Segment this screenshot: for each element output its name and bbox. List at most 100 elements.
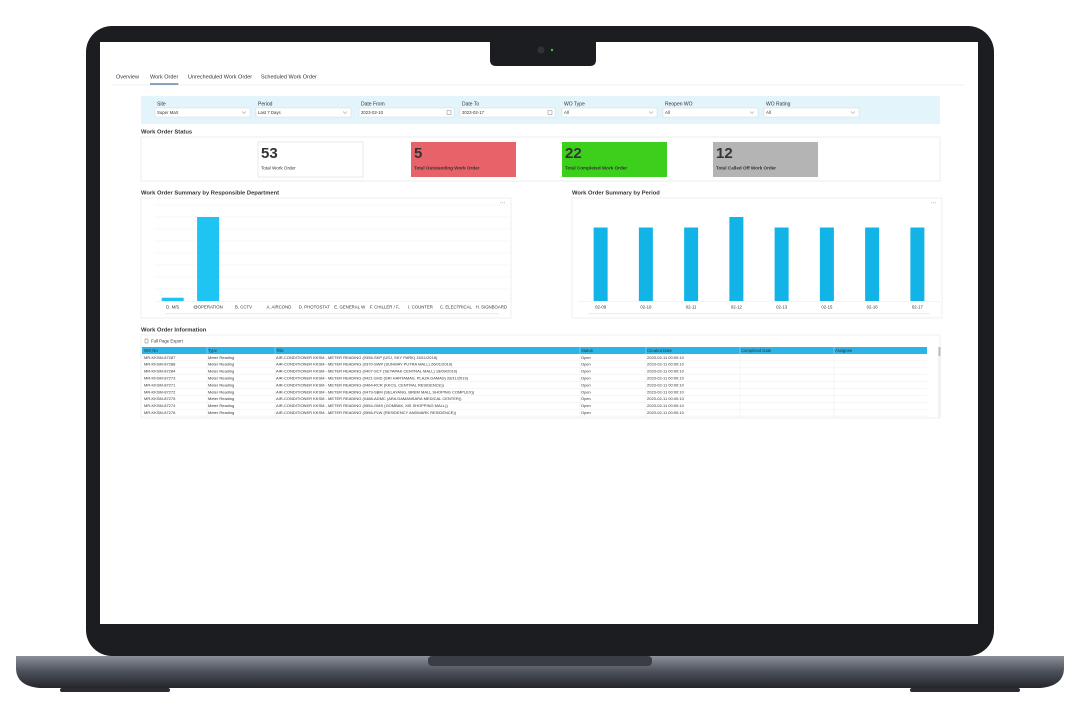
filter-value: All: [564, 110, 569, 115]
laptop-foot: [910, 688, 1020, 692]
table-cell: Meter Reading: [208, 382, 234, 387]
tab[interactable]: Work Order: [150, 74, 178, 80]
scrollbar-thumb[interactable]: [938, 347, 941, 356]
table-cell: Meter Reading: [208, 403, 234, 408]
x-tick-label: D. M/S: [166, 305, 179, 310]
table-cell: Open: [581, 403, 591, 408]
status-card[interactable]: [411, 142, 516, 177]
table-cell: Meter Reading: [208, 396, 234, 401]
x-tick-label: H. SIGNBOARD: [476, 305, 507, 310]
table-cell: 2023-02-11 00:00:10: [647, 376, 685, 381]
filter-select[interactable]: [763, 107, 860, 118]
section-title: Work Order Status: [141, 130, 192, 136]
laptop-foot: [60, 688, 170, 692]
table-cell: AIR-CONDITIONER KKSM - METER READING (04…: [276, 396, 462, 401]
chart-menu: ···: [931, 200, 936, 206]
bar[interactable]: [638, 227, 653, 302]
x-tick-label: 02-12: [731, 305, 743, 310]
section-title: Work Order Information: [141, 328, 207, 334]
bar[interactable]: [774, 227, 789, 302]
filter-select[interactable]: [459, 107, 556, 118]
status-card[interactable]: [713, 142, 818, 177]
camera-notch: [490, 42, 596, 66]
column-header: Assignee: [835, 348, 853, 353]
filter-label: Site: [157, 101, 166, 107]
x-tick-label: E. GENERAL W: [334, 305, 366, 310]
table-cell: MR-KKSM-87275: [144, 396, 176, 401]
table-cell: 2023-02-11 00:00:10: [647, 389, 685, 394]
table-cell: 2023-02-11 00:00:10: [647, 403, 685, 408]
filter-select[interactable]: [358, 107, 455, 118]
table-cell: MR-KKSM-87274: [144, 403, 176, 408]
x-tick-label: 02-13: [776, 305, 788, 310]
filter-value: All: [766, 110, 771, 115]
bar[interactable]: [161, 297, 184, 301]
table-cell: MR-KKSM-87287: [144, 355, 176, 360]
x-tick-label: D. PHOTOSTAT: [299, 305, 330, 310]
column-header: WO No: [144, 348, 158, 353]
tab[interactable]: Scheduled Work Order: [261, 74, 317, 80]
filter-label: Period: [258, 101, 273, 107]
dropdown-arrow: [241, 111, 247, 114]
export-button[interactable]: Full Page Export: [151, 339, 184, 344]
table-cell: 2023-02-11 00:00:10: [647, 410, 685, 415]
dropdown-arrow: [749, 111, 755, 114]
table-cell: Open: [581, 396, 591, 401]
filter-value: All: [665, 110, 670, 115]
bar[interactable]: [729, 217, 744, 301]
table-cell: 2023-02-11 00:00:10: [647, 369, 685, 374]
bar[interactable]: [684, 227, 699, 302]
filter-select[interactable]: [154, 107, 251, 118]
table-cell: MR-KKSM-87273: [144, 376, 176, 381]
status-label: Total Called Off Work Order: [716, 166, 776, 171]
dashboard: Overview Work Order Unrecheduled Work Orde…: [112, 74, 965, 419]
bar[interactable]: [197, 217, 220, 301]
status-count: 12: [716, 145, 733, 162]
table-cell: AIR-CONDITIONER KKSM - METER READING (04…: [276, 382, 445, 387]
column-header: Type: [208, 348, 218, 353]
dropdown-arrow: [342, 111, 348, 114]
table-cell: AIR-CONDITIONER KKSM - METER READING (05…: [276, 403, 448, 408]
tab[interactable]: Unrecheduled Work Order: [188, 74, 252, 80]
table-cell: Open: [581, 362, 591, 367]
scroll-track: [165, 313, 499, 315]
x-tick-label: @OPERATION: [193, 305, 222, 310]
dropdown-arrow: [648, 111, 654, 114]
table-cell: Open: [581, 389, 591, 394]
bar[interactable]: [593, 227, 608, 302]
filter-label: WO Rating: [766, 101, 791, 107]
table-cell: Open: [581, 369, 591, 374]
filter-select[interactable]: [255, 107, 352, 118]
bar[interactable]: [819, 227, 834, 302]
bar[interactable]: [865, 227, 880, 302]
table-cell: AIR-CONDITIONER KKSM - METER READING (05…: [276, 410, 457, 415]
table-cell: Meter Reading: [208, 362, 234, 367]
table-cell: MR-KKSM-87271: [144, 382, 176, 387]
bar[interactable]: [910, 227, 925, 302]
calendar-icon: [547, 110, 553, 115]
status-card[interactable]: [257, 141, 364, 178]
table-cell: 2023-02-11 00:00:10: [647, 355, 685, 360]
laptop-base: [16, 656, 1064, 688]
table-cell: Open: [581, 376, 591, 381]
x-tick-label: 02-16: [867, 305, 879, 310]
table-body: MR-KKSM-87287 Meter Reading AIR-CONDITIONE…: [142, 355, 927, 417]
table-cell: 2023-02-11 00:00:10: [647, 362, 685, 367]
table-cell: MR-KKSM-87276: [144, 410, 176, 415]
status-card[interactable]: [562, 142, 667, 177]
filter-value: Super Mart: [157, 110, 179, 115]
table-cell: AIR-CONDITIONER KKSM - METER READING (04…: [276, 376, 469, 381]
chart-title: Work Order Summary by Responsible Depart…: [141, 191, 279, 197]
x-tick-label: 02-09: [595, 305, 607, 310]
table-cell: Meter Reading: [208, 355, 234, 360]
camera-light: [550, 48, 554, 52]
filter-select[interactable]: [662, 107, 759, 118]
filter-value: Last 7 Days: [258, 110, 281, 115]
table-cell: AIR-CONDITIONER KKSM - METER READING (03…: [276, 362, 453, 367]
table-cell: Meter Reading: [208, 389, 234, 394]
filter-select[interactable]: [561, 107, 658, 118]
table-cell: Meter Reading: [208, 376, 234, 381]
tab[interactable]: Overview: [116, 74, 139, 80]
filter-label: Reopen WO: [665, 101, 693, 107]
